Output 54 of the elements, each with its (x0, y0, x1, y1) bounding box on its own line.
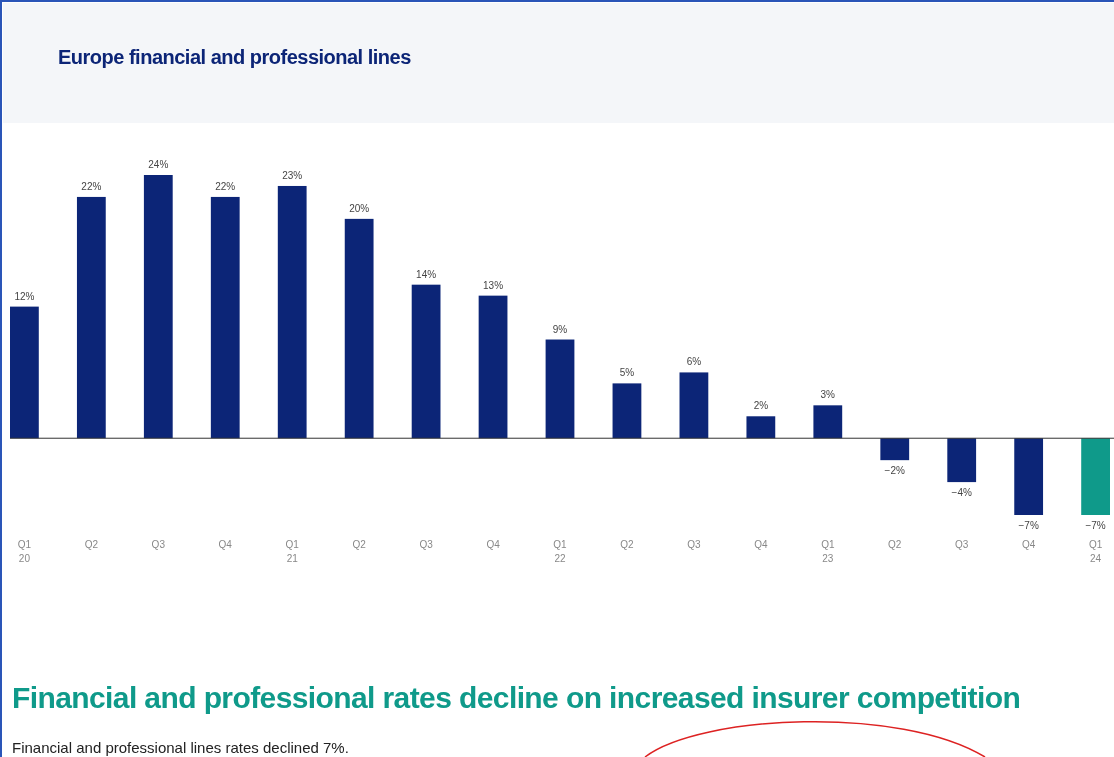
bar (76, 196, 106, 439)
chart-title: Europe financial and professional lines (58, 46, 412, 68)
bar (10, 306, 39, 439)
bar (880, 438, 910, 461)
x-tick-label: Q3 (955, 539, 969, 550)
bar (746, 416, 776, 439)
data-label: −7% (1018, 520, 1039, 531)
data-label: 9% (552, 323, 568, 335)
x-tick-label: Q4 (218, 539, 233, 550)
bar (1081, 438, 1110, 515)
data-label: 22% (215, 180, 236, 192)
x-tick-label: Q4 (754, 539, 768, 550)
bar (813, 405, 843, 439)
bar (478, 295, 508, 439)
bar (411, 284, 441, 439)
x-tick-label: Q2 (888, 539, 902, 550)
data-label: 20% (349, 202, 370, 214)
bar (1014, 438, 1044, 515)
data-label: 12% (14, 290, 35, 302)
data-label: 5% (619, 367, 635, 379)
x-tick-label: Q1 24 (1088, 539, 1103, 564)
data-label: 14% (416, 268, 437, 280)
x-tick-label: Q1 22 (553, 539, 568, 564)
bar (277, 185, 307, 439)
bar (612, 383, 642, 439)
data-label: 6% (686, 356, 702, 368)
x-tick-label: Q3 (687, 539, 702, 550)
data-label: 22% (81, 180, 102, 192)
bar (143, 175, 173, 439)
data-label: 23% (282, 169, 303, 181)
data-label: 3% (820, 389, 836, 401)
x-tick-label: Q1 21 (285, 539, 300, 564)
bar (679, 372, 709, 439)
data-label: 2% (753, 400, 769, 412)
text: Financial and professional rates decline on increased insurer competition (12, 681, 1021, 714)
data-label: 24% (148, 159, 169, 170)
x-tick-label: Q1 20 (17, 539, 32, 564)
x-tick-label: Q1 23 (821, 539, 835, 564)
x-tick-label: Q4 (1021, 539, 1036, 550)
data-label: −7% (1085, 520, 1106, 531)
bar (545, 339, 575, 439)
bar (344, 218, 374, 439)
data-label: −4% (951, 487, 972, 499)
x-tick-label: Q2 (620, 539, 635, 550)
data-label: 13% (483, 279, 504, 291)
bar (947, 438, 977, 483)
bar (210, 196, 240, 439)
x-tick-label: Q4 (486, 539, 501, 550)
x-tick-label: Q2 (352, 539, 367, 550)
x-tick-label: Q3 (151, 539, 166, 550)
x-tick-label: Q2 (84, 539, 99, 550)
x-tick-label: Q3 (419, 539, 434, 550)
text: Financial and professional lines rates declined 7%. (12, 739, 349, 756)
data-label: −2% (884, 465, 906, 477)
